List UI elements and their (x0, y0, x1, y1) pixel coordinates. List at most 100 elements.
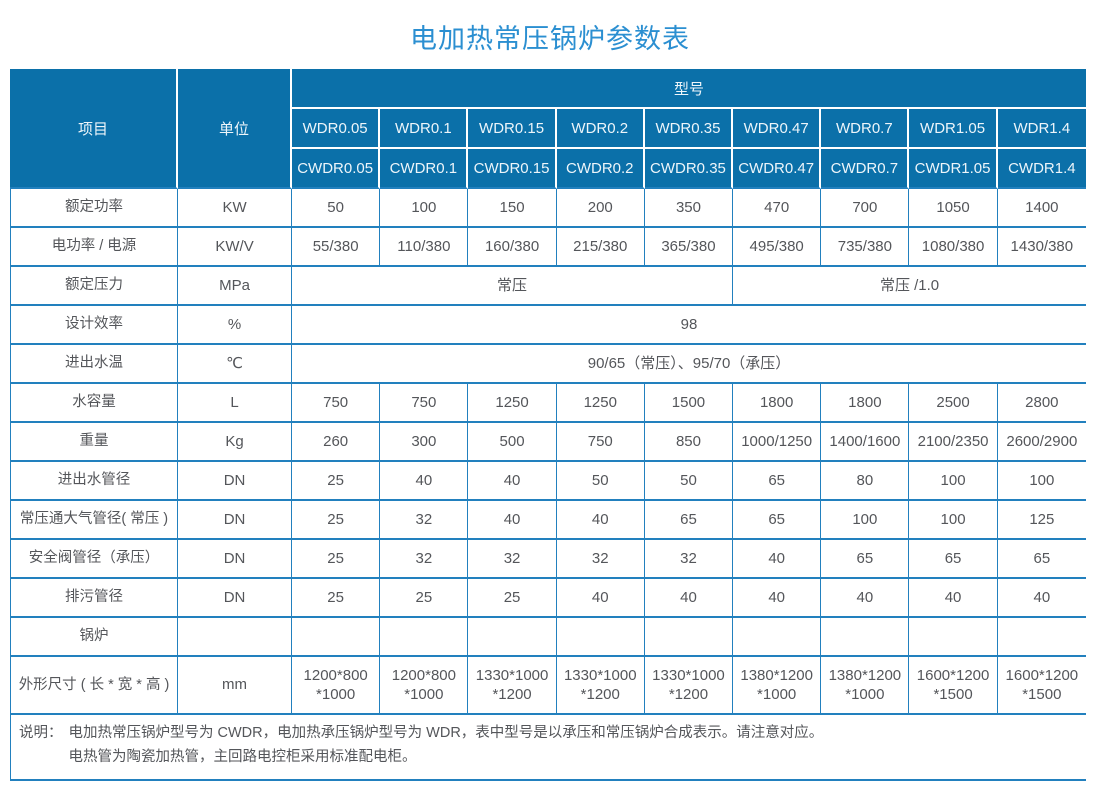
value-cell: 2800 (997, 384, 1086, 423)
model-header-cwdr: CWDR0.15 (468, 149, 557, 189)
model-header-cwdr: CWDR0.7 (821, 149, 910, 189)
value-cell: 160/380 (468, 228, 557, 267)
value-cell: 100 (821, 501, 910, 540)
model-header-cwdr: CWDR1.4 (997, 149, 1086, 189)
merged-value-cell: 98 (292, 306, 1086, 345)
table-row: 进出水管径 DN 25 40 40 50 50 65 80 100 100 (10, 462, 1086, 501)
table-body: 额定功率 KW 50 100 150 200 350 470 700 1050 1400 电功率 / … (10, 189, 1086, 715)
row-unit: DN (178, 579, 293, 618)
value-cell: 470 (733, 189, 822, 228)
value-cell: 1380*1200 *1000 (733, 657, 822, 715)
value-cell: 25 (468, 579, 557, 618)
model-header-cwdr: CWDR1.05 (909, 149, 998, 189)
model-header-cwdr: CWDR0.2 (556, 149, 645, 189)
value-cell: 1250 (468, 384, 557, 423)
col-header-unit: 单位 (178, 69, 293, 189)
value-cell (997, 618, 1086, 657)
value-cell (468, 618, 557, 657)
value-cell: 500 (468, 423, 557, 462)
row-unit: DN (178, 462, 293, 501)
table-row: 常压通大气管径( 常压 ) DN 25 32 40 40 65 65 100 100 125 (10, 501, 1086, 540)
value-cell: 65 (821, 540, 910, 579)
boiler-spec-page: 电加热常压锅炉参数表 项目 单位 型号 WDR0.05 WDR0.1 WDR0.15 WDR… (0, 17, 1100, 781)
value-cell: 65 (644, 501, 734, 540)
row-unit: MPa (178, 267, 293, 306)
value-cell: 1330*1000 *1200 (556, 657, 645, 715)
value-cell: 25 (292, 579, 381, 618)
value-cell: 40 (468, 501, 557, 540)
row-label: 进出水温 (10, 345, 179, 384)
value-cell: 25 (292, 540, 381, 579)
value-cell: 1400 (997, 189, 1086, 228)
row-label: 额定压力 (10, 267, 179, 306)
value-cell: 1330*1000 *1200 (644, 657, 734, 715)
value-cell: 1800 (821, 384, 910, 423)
value-cell: 1200*800 *1000 (380, 657, 469, 715)
row-label: 重量 (10, 423, 179, 462)
header-row-cwdr: CWDR0.05 CWDR0.1 CWDR0.15 CWDR0.2 CWDR0.35 CW… (10, 149, 1086, 189)
table-row: 电功率 / 电源 KW/V 55/380 110/380 160/380 215/380 3… (10, 228, 1086, 267)
table-footer: 说明： 电加热常压锅炉型号为 CWDR，电加热承压锅炉型号为 WDR，表中型号是… (10, 715, 1086, 781)
row-unit: ℃ (178, 345, 293, 384)
table-row: 排污管径 DN 25 25 25 40 40 40 40 40 40 (10, 579, 1086, 618)
value-cell: 32 (380, 540, 469, 579)
row-unit: KW/V (178, 228, 293, 267)
value-cell: 1250 (556, 384, 645, 423)
model-header-wdr: WDR0.7 (821, 109, 910, 149)
value-cell: 750 (292, 384, 381, 423)
table-row: 额定压力 MPa 常压 常压 /1.0 (10, 267, 1086, 306)
row-label: 设计效率 (10, 306, 179, 345)
model-header-wdr: WDR0.1 (380, 109, 469, 149)
row-label: 锅炉 (10, 618, 179, 657)
row-label: 额定功率 (10, 189, 179, 228)
value-cell: 65 (733, 462, 822, 501)
value-cell: 32 (468, 540, 557, 579)
value-cell: 750 (380, 384, 469, 423)
note-row: 说明： 电加热常压锅炉型号为 CWDR，电加热承压锅炉型号为 WDR，表中型号是… (10, 715, 1086, 781)
model-header-wdr: WDR1.4 (997, 109, 1086, 149)
value-cell (821, 618, 910, 657)
value-cell (380, 618, 469, 657)
value-cell: 850 (644, 423, 734, 462)
value-cell: 700 (821, 189, 910, 228)
value-cell: 32 (556, 540, 645, 579)
value-cell: 40 (644, 579, 734, 618)
table-row: 设计效率% 98 (10, 306, 1086, 345)
row-label: 进出水管径 (10, 462, 179, 501)
value-cell: 1200*800 *1000 (292, 657, 381, 715)
value-cell: 100 (909, 501, 998, 540)
value-cell (292, 618, 381, 657)
table-header: 项目 单位 型号 WDR0.05 WDR0.1 WDR0.15 WDR0.2 WDR0.35 W… (10, 69, 1086, 189)
value-cell: 1380*1200 *1000 (821, 657, 910, 715)
model-header-cwdr: CWDR0.1 (380, 149, 469, 189)
value-cell: 50 (556, 462, 645, 501)
merged-value-cell: 90/65（常压）、95/70（承压） (292, 345, 1086, 384)
note-line-2: 电热管为陶瓷加热管，主回路电控柜采用标准配电柜。 (68, 748, 417, 765)
table-row: 安全阀管径（承压） DN 25 32 32 32 32 40 65 65 65 (10, 540, 1086, 579)
row-unit: L (178, 384, 293, 423)
value-cell: 32 (644, 540, 734, 579)
row-unit: KW (178, 189, 293, 228)
value-cell: 125 (997, 501, 1086, 540)
value-cell: 100 (380, 189, 469, 228)
value-cell: 55/380 (292, 228, 381, 267)
model-header-cwdr: CWDR0.47 (733, 149, 822, 189)
value-cell: 40 (821, 579, 910, 618)
value-cell: 1430/380 (997, 228, 1086, 267)
value-cell: 150 (468, 189, 557, 228)
value-cell: 80 (821, 462, 910, 501)
col-header-item: 项目 (10, 69, 179, 189)
table-row: 进出水温 ℃ 90/65（常压）、95/70（承压） (10, 345, 1086, 384)
note-line-1: 电加热常压锅炉型号为 CWDR，电加热承压锅炉型号为 WDR，表中型号是以承压和… (68, 725, 824, 741)
note-label: 说明： (19, 725, 63, 741)
table-row: 重量 Kg 260 300 500 750 850 1000/1250 1400/1600 210… (10, 423, 1086, 462)
value-cell (733, 618, 822, 657)
model-header-wdr: WDR0.15 (468, 109, 557, 149)
value-cell: 350 (644, 189, 734, 228)
value-cell: 50 (292, 189, 381, 228)
value-cell: 2600/2900 (997, 423, 1086, 462)
value-cell: 65 (909, 540, 998, 579)
note-lines: 电加热常压锅炉型号为 CWDR，电加热承压锅炉型号为 WDR，表中型号是以承压和… (69, 722, 824, 770)
row-label: 电功率 / 电源 (10, 228, 179, 267)
value-cell: 40 (556, 579, 645, 618)
